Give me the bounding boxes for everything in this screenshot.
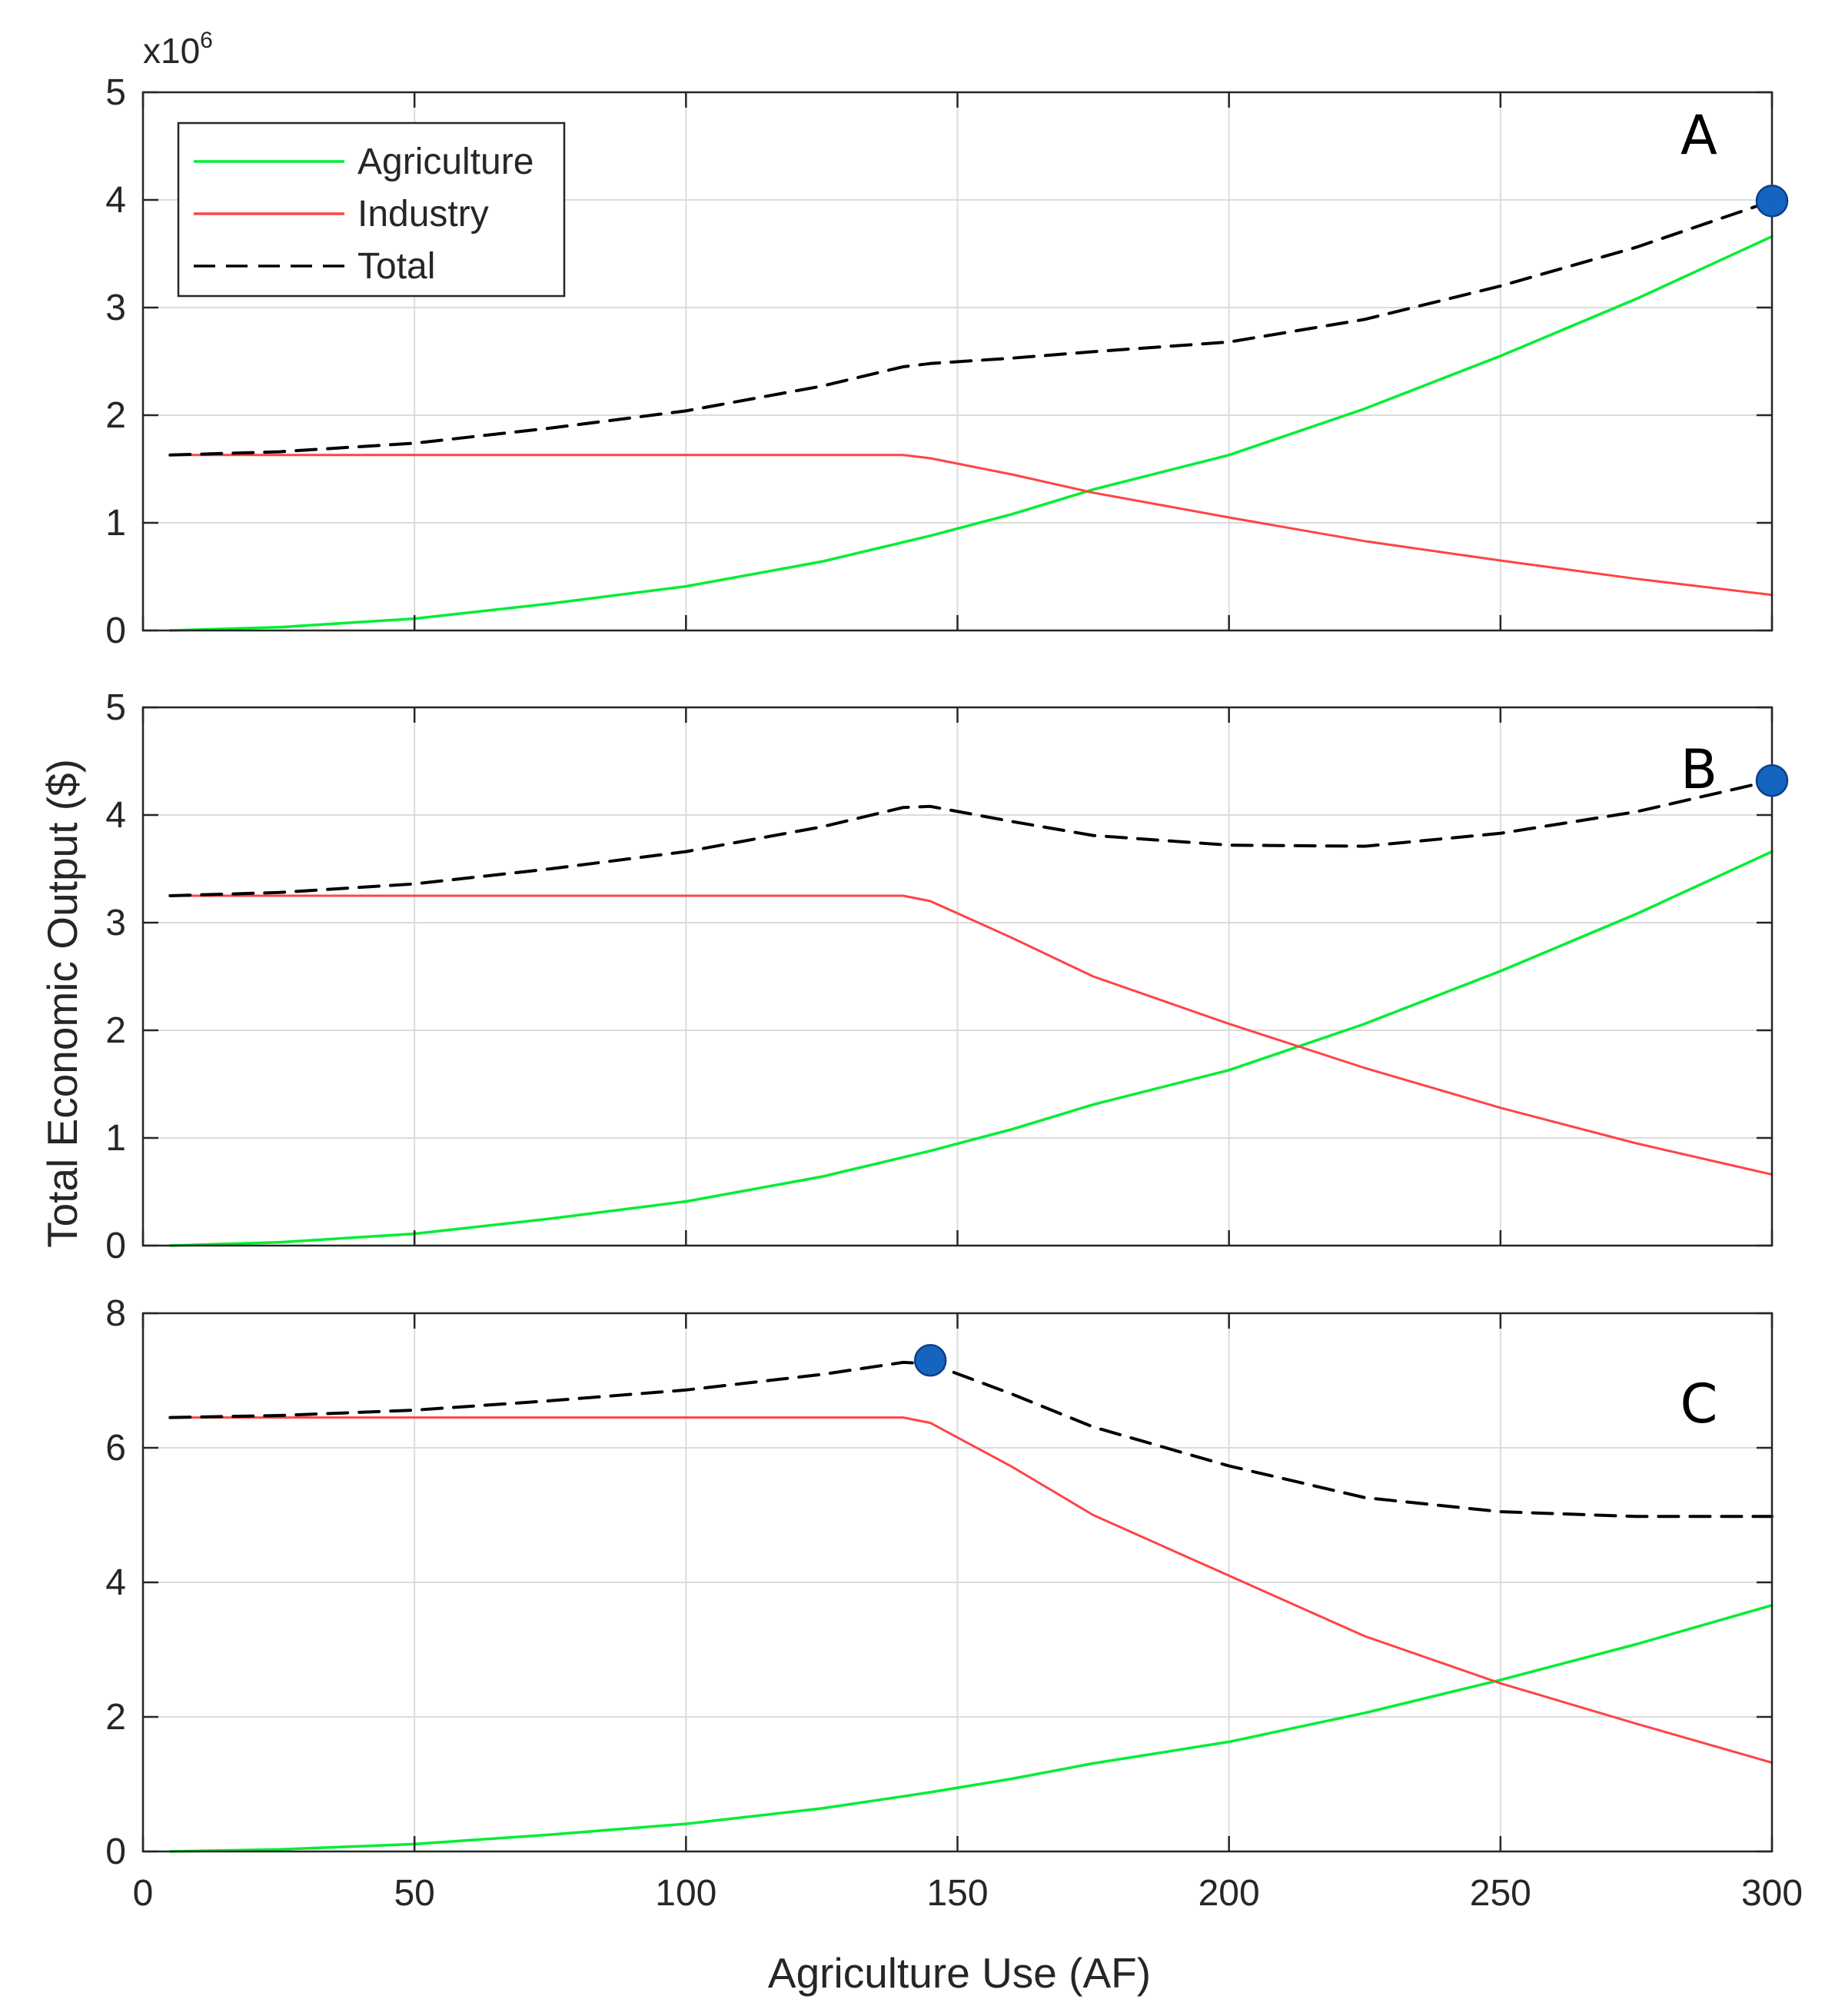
grid-layer <box>143 92 1772 1851</box>
y-tick-label-panel-a: 1 <box>105 503 126 544</box>
y-tick-label-panel-a: 2 <box>105 395 126 436</box>
x-tick-label: 250 <box>1470 1873 1531 1914</box>
series-line-total-panel-b <box>168 779 1774 897</box>
x-axis-title: Agriculture Use (AF) <box>768 1949 1151 1997</box>
series-line-total-panel-c <box>168 1360 1774 1519</box>
optimum-marker-layer <box>913 185 1789 1377</box>
y-tick-label-panel-a: 4 <box>105 180 126 221</box>
y-axis-title: Total Economic Output ($) <box>38 759 86 1248</box>
axes-layer <box>141 91 1774 1853</box>
x-tick-label: 50 <box>394 1873 434 1914</box>
y-tick-label-panel-b: 1 <box>105 1118 126 1159</box>
y-exponent-power: 6 <box>200 28 213 53</box>
series-line-industry-panel-b <box>168 894 1774 1176</box>
y-tick-label-panel-c: 6 <box>105 1428 126 1469</box>
y-tick-label-panel-c: 2 <box>105 1697 126 1738</box>
series-layer <box>168 199 1774 1853</box>
y-tick-label-panel-a: 0 <box>105 610 126 651</box>
x-tick-label: 100 <box>655 1873 716 1914</box>
y-tick-label-panel-a: 5 <box>105 72 126 113</box>
y-tick-label-panel-b: 3 <box>105 903 126 943</box>
optimum-marker-panel-a <box>1755 185 1789 218</box>
y-tick-label-panel-b: 5 <box>105 687 126 728</box>
x-tick-label: 0 <box>133 1873 154 1914</box>
legend-label-agriculture: Agriculture <box>357 141 534 182</box>
y-tick-label-panel-b: 0 <box>105 1226 126 1266</box>
series-line-agriculture-panel-b <box>168 850 1774 1247</box>
text-layer: 0 1 2 3 4 5 A 0 1 2 3 4 5 B 0 2 4 6 8 C 0 50 100 150 200 250 300 <box>105 72 1803 1914</box>
y-tick-label-panel-c: 4 <box>105 1562 126 1603</box>
y-tick-label-panel-b: 4 <box>105 795 126 836</box>
x-tick-label: 300 <box>1741 1873 1803 1914</box>
panel-letter-a: A <box>1680 104 1717 167</box>
legend-label-total: Total <box>357 246 435 287</box>
series-line-industry-panel-c <box>168 1416 1774 1764</box>
y-exponent-label: x106 <box>143 28 213 71</box>
optimum-marker-panel-b <box>1755 763 1789 797</box>
y-exponent-base: x10 <box>143 31 200 71</box>
x-tick-label: 200 <box>1198 1873 1260 1914</box>
panel-letter-b: B <box>1680 738 1717 801</box>
y-tick-label-panel-c: 0 <box>105 1831 126 1872</box>
optimum-marker-panel-c <box>913 1344 947 1377</box>
legend: Agriculture Industry Total <box>177 121 566 298</box>
series-line-total-panel-a <box>168 199 1774 457</box>
legend-label-industry: Industry <box>357 194 489 235</box>
y-tick-label-panel-b: 2 <box>105 1010 126 1051</box>
y-tick-label-panel-a: 3 <box>105 288 126 328</box>
x-tick-label: 150 <box>926 1873 988 1914</box>
series-line-agriculture-panel-c <box>168 1604 1774 1853</box>
series-line-agriculture-panel-a <box>168 235 1774 632</box>
series-line-industry-panel-a <box>168 454 1774 597</box>
y-tick-label-panel-c: 8 <box>105 1293 126 1334</box>
panel-letter-c: C <box>1680 1372 1718 1435</box>
